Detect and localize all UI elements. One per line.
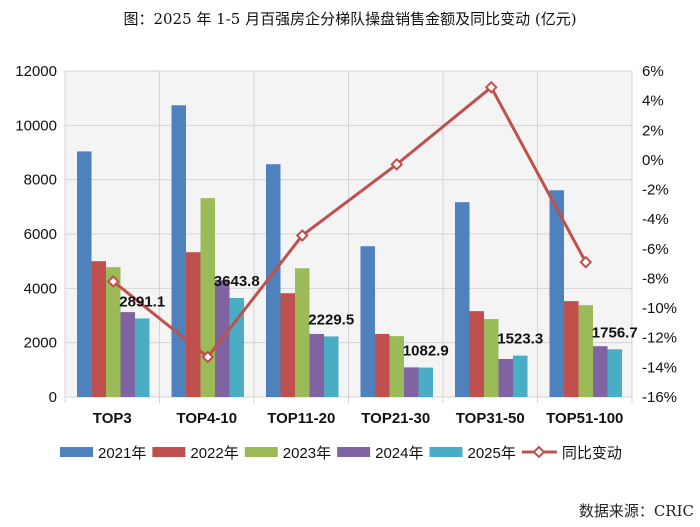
x-category-label: TOP31-50: [456, 410, 525, 427]
x-category-label: TOP21-30: [361, 410, 430, 427]
bar-2021年: [549, 190, 564, 397]
bar-2022年: [375, 333, 390, 397]
bar-2023年: [389, 336, 404, 397]
bar-2022年: [564, 301, 579, 397]
legend-label: 2022年: [190, 445, 238, 462]
line-point: [579, 255, 593, 269]
bar-2025年: [418, 367, 433, 397]
bar-2024年: [309, 333, 324, 397]
data-label: 1756.7: [592, 324, 638, 341]
y-left-tick: 10000: [15, 117, 57, 134]
legend-label: 2021年: [98, 445, 146, 462]
chart-title: 图：2025 年 1-5 月百强房企分梯队操盘销售金额及同比变动 (亿元): [123, 10, 577, 28]
y-left-tick: 8000: [24, 172, 57, 189]
line-point: [390, 157, 404, 171]
legend-swatch: [152, 447, 186, 457]
y-right-tick: -14%: [642, 359, 677, 376]
bar-2022年: [280, 293, 295, 397]
bar-2025年: [513, 355, 528, 397]
data-label: 2891.1: [119, 293, 165, 310]
bar-2021年: [77, 151, 92, 397]
bar-2025年: [135, 318, 150, 397]
bar-2021年: [455, 202, 470, 397]
bar-2023年: [484, 319, 499, 397]
line-point: [201, 350, 215, 364]
bar-2024年: [498, 358, 513, 397]
data-label: 1523.3: [497, 331, 543, 348]
bar-2023年: [578, 305, 593, 397]
line-yoy: [112, 84, 588, 360]
y-right-tick: 6%: [642, 63, 664, 80]
y-right-tick: 0%: [642, 152, 664, 169]
y-left-tick: 2000: [24, 335, 57, 352]
y-left-tick: 0: [49, 389, 57, 406]
bar-2023年: [295, 268, 310, 397]
bar-2022年: [91, 261, 106, 397]
line-point: [106, 275, 120, 288]
bar-2023年: [200, 198, 215, 397]
y-right-tick: -12%: [642, 330, 677, 347]
bar-2025年: [607, 349, 622, 397]
legend-marker: [532, 445, 546, 459]
y-right-tick: -4%: [642, 211, 669, 228]
legend-swatch: [60, 447, 93, 457]
legend-swatch: [244, 447, 278, 457]
legend-label: 同比变动: [562, 445, 622, 462]
bar-2024年: [593, 346, 608, 397]
legend-label: 2023年: [283, 445, 331, 462]
legend-label: 2024年: [375, 445, 423, 462]
data-label: 1082.9: [403, 343, 449, 360]
bar-2024年: [404, 367, 419, 397]
y-right-tick: 4%: [642, 93, 664, 110]
bar-2021年: [360, 246, 375, 397]
x-category-label: TOP3: [93, 410, 132, 427]
line-point: [295, 229, 309, 242]
x-category-label: TOP4-10: [176, 410, 237, 427]
x-category-label: TOP11-20: [267, 410, 335, 427]
data-label: 3643.8: [214, 273, 260, 290]
y-left-tick: 12000: [15, 63, 57, 80]
y-right-tick: -6%: [642, 241, 669, 258]
y-right-tick: 2%: [642, 122, 664, 139]
y-right-tick: -2%: [642, 182, 669, 199]
line-point: [484, 80, 498, 94]
bar-2021年: [171, 105, 186, 397]
legend-swatch: [429, 447, 463, 457]
source-note: 数据来源：CRIC: [578, 502, 694, 520]
x-category-label: TOP51-100: [546, 410, 623, 427]
bar-2023年: [106, 267, 121, 397]
legend-swatch: [337, 447, 371, 457]
legend-label: 2025年: [468, 445, 516, 462]
data-label: 2229.5: [308, 311, 354, 328]
bar-2024年: [120, 312, 135, 397]
y-right-tick: -16%: [642, 389, 677, 406]
bar-2025年: [324, 336, 339, 397]
y-left-tick: 6000: [24, 226, 57, 243]
y-left-tick: 4000: [24, 280, 57, 297]
bar-2022年: [186, 252, 201, 397]
bar-2022年: [469, 311, 484, 397]
y-right-tick: -8%: [642, 270, 669, 287]
y-right-tick: -10%: [642, 300, 677, 317]
bar-2021年: [266, 164, 281, 397]
